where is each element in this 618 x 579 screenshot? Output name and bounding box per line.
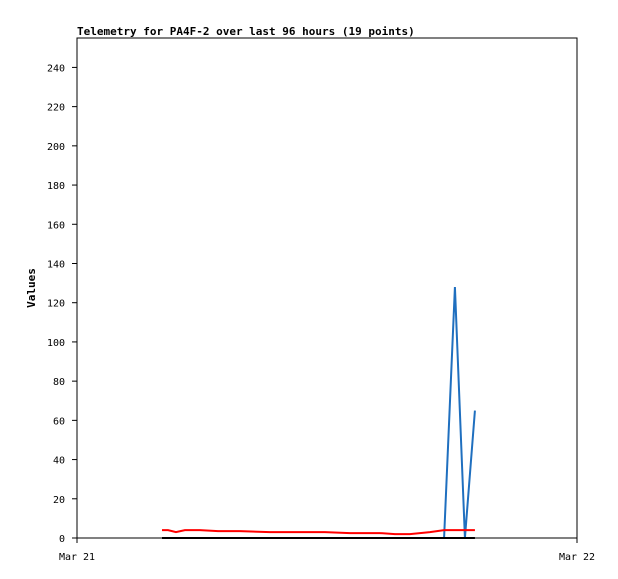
y-tick-label: 60: [53, 416, 65, 427]
data-line: [162, 286, 476, 539]
y-axis-label: Values: [25, 268, 38, 308]
y-tick-label: 140: [47, 259, 65, 270]
y-tick-label: 180: [47, 181, 65, 192]
y-tick-label: 20: [53, 495, 65, 506]
y-tick-label: 120: [47, 299, 65, 310]
y-tick-label: 0: [59, 534, 65, 545]
y-tick-label: 240: [47, 63, 65, 74]
x-tick-label: Mar 21: [59, 552, 95, 563]
y-tick-label: 200: [47, 142, 65, 153]
data-line: [162, 529, 475, 536]
x-tick-label: Mar 22: [559, 552, 595, 563]
y-tick-label: 80: [53, 377, 65, 388]
plot-frame: [76, 37, 578, 539]
y-tick-label: 40: [53, 456, 65, 467]
chart-title: Telemetry for PA4F-2 over last 96 hours …: [77, 25, 415, 38]
y-tick-label: 100: [47, 338, 65, 349]
y-tick-label: 220: [47, 103, 65, 114]
y-tick-label: 160: [47, 220, 65, 231]
